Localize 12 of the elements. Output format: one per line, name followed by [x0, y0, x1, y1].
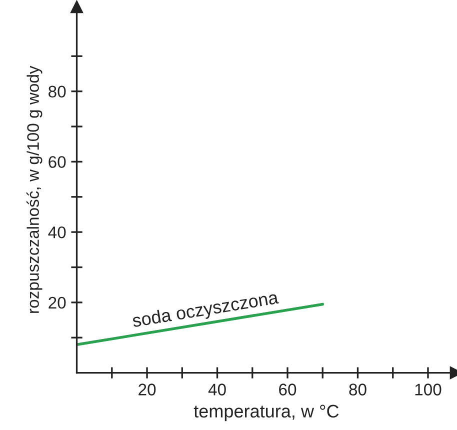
x-tick-label: 80: [349, 384, 366, 396]
text: soda oczyszczona: [132, 290, 280, 331]
y-tick-label: 20: [48, 296, 66, 309]
y-tick-label: 60: [48, 156, 66, 168]
y-tick-label: 80: [48, 86, 66, 98]
y-tick-label: 40: [48, 226, 66, 238]
x-tick-label: 40: [208, 384, 226, 396]
y-axis-title: rozpuszczalność, w g/100 g wody: [26, 66, 42, 313]
x-axis-title: temperatura, w °C: [194, 404, 339, 422]
x-tick-label: 100: [415, 384, 442, 396]
x-tick-label: 20: [138, 384, 156, 396]
x-tick-label: 60: [279, 384, 296, 396]
